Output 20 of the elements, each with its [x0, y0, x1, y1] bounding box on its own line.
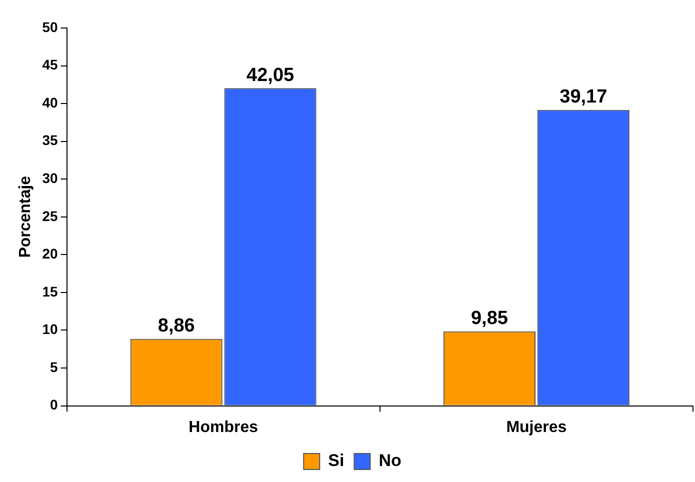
legend-label: Si [328, 451, 344, 470]
y-tick-label: 5 [50, 358, 58, 375]
y-tick-label: 15 [42, 283, 58, 300]
y-tick-label: 10 [42, 321, 58, 338]
x-tick-label: Hombres [188, 418, 258, 436]
legend-label: No [378, 451, 402, 470]
y-axis-title: Porcentaje [17, 176, 34, 258]
y-tick-label: 45 [42, 56, 58, 73]
y-tick-label: 0 [50, 396, 58, 413]
y-tick-label: 40 [42, 94, 58, 110]
data-label: 42,05 [246, 64, 294, 86]
y-tick-label: 30 [42, 170, 58, 186]
data-label: 9,85 [470, 308, 508, 330]
y-tick-label: 25 [42, 208, 58, 224]
data-label: 39,17 [560, 86, 608, 108]
y-tick-label: 50 [42, 18, 58, 35]
data-label: 8,86 [158, 316, 195, 337]
x-tick-label: Mujeres [506, 418, 567, 436]
y-tick-label: 35 [42, 132, 58, 148]
y-tick-label: 20 [42, 246, 58, 262]
